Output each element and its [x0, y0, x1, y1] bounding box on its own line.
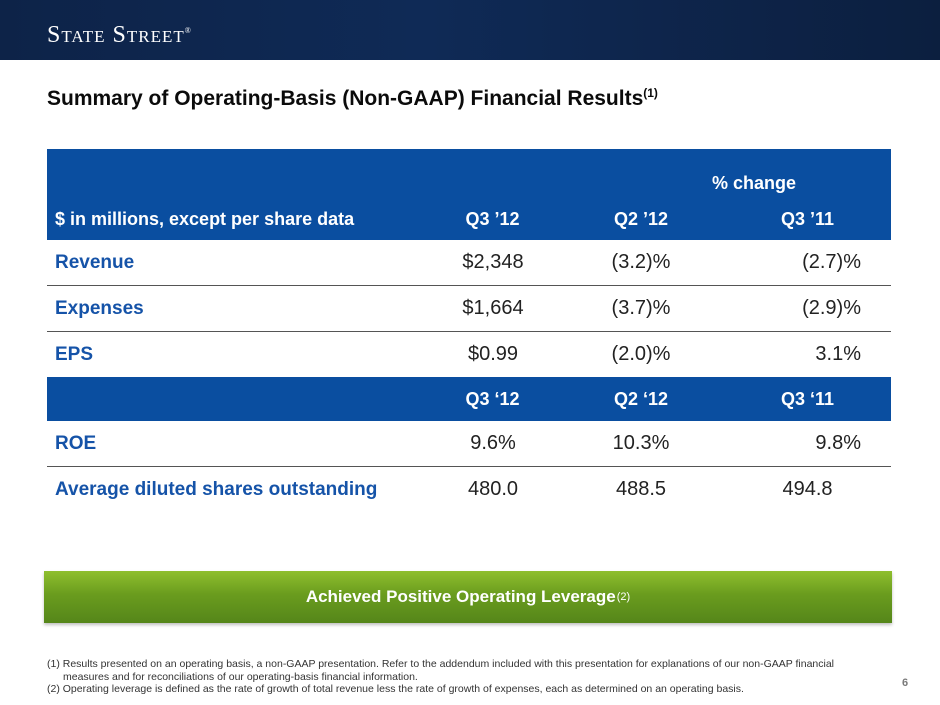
row-label: EPS	[55, 343, 94, 365]
column-header: Q2 ’12	[558, 198, 724, 240]
row-label: Expenses	[47, 285, 427, 332]
table-cell: 3.1%	[815, 343, 861, 365]
table-header-row-columns: $ in millions, except per share data Q3 …	[47, 198, 891, 240]
table-cell: 10.3%	[558, 421, 724, 467]
table-row-diluted-shares: Average diluted shares outstanding 480.0…	[47, 467, 891, 513]
header-bar: State Street®	[0, 0, 940, 60]
logo-text: State Street	[47, 22, 185, 48]
footnote-2: (2) Operating leverage is defined as the…	[47, 683, 744, 695]
row-label: Average diluted shares outstanding	[55, 478, 378, 500]
table-cell: 494.8	[782, 478, 833, 500]
table-header-row-quarters: Q3 ‘12 Q2 ‘12 Q3 ‘11	[47, 377, 891, 421]
table-cell: $0.99	[467, 343, 519, 365]
column-header: Q3 ’11	[724, 198, 891, 240]
table-cell: 488.5	[615, 478, 667, 500]
page-title: Summary of Operating-Basis (Non-GAAP) Fi…	[47, 86, 658, 111]
table-cell: 9.6%	[427, 421, 558, 467]
footnotes: (1) Results presented on an operating ba…	[47, 658, 867, 696]
table-cell: $1,664	[427, 285, 558, 332]
pct-change-header: % change	[558, 149, 891, 198]
table-row-revenue: Revenue $2,348 (3.2)% (2.7)%	[47, 240, 891, 286]
row-label: ROE	[47, 421, 427, 467]
header-empty-cell	[427, 149, 558, 198]
logo-trademark: ®	[184, 26, 192, 35]
column-header: Q3 ‘11	[724, 377, 891, 421]
financial-results-table: % change $ in millions, except per share…	[47, 149, 891, 512]
column-header: Q3 ’12	[427, 198, 558, 240]
page-title-footnote-ref: (1)	[643, 86, 658, 100]
table-header-row-pct: % change	[47, 149, 891, 198]
page-title-text: Summary of Operating-Basis (Non-GAAP) Fi…	[47, 87, 644, 110]
callout-footnote-ref: (2)	[616, 591, 631, 603]
table-row-expenses: Expenses $1,664 (3.7)% (2.9)%	[47, 285, 891, 332]
operating-leverage-callout: Achieved Positive Operating Leverage (2)	[44, 571, 892, 623]
units-label: $ in millions, except per share data	[47, 198, 427, 240]
header-empty-cell	[47, 377, 427, 421]
callout-text: Achieved Positive Operating Leverage	[305, 587, 616, 606]
table-cell: (3.7)%	[558, 285, 724, 332]
column-header: Q2 ‘12	[558, 377, 724, 421]
table-cell: (2.0)%	[611, 343, 671, 365]
table-cell: 9.8%	[724, 421, 891, 467]
footnote-1: (1) Results presented on an operating ba…	[47, 658, 835, 670]
header-empty-cell	[47, 149, 427, 198]
table-cell: (2.7)%	[724, 240, 891, 286]
column-header: Q3 ‘12	[427, 377, 558, 421]
row-label: Revenue	[47, 240, 427, 286]
table-cell: $2,348	[427, 240, 558, 286]
table-cell: (3.2)%	[558, 240, 724, 286]
footnote-1-continued: measures and for reconciliations of our …	[63, 670, 418, 683]
table-row-eps: EPS $0.99 (2.0)% 3.1%	[47, 332, 891, 378]
table-cell: 480.0	[467, 478, 519, 500]
state-street-logo: State Street®	[47, 22, 192, 49]
table-row-roe: ROE 9.6% 10.3% 9.8%	[47, 421, 891, 467]
table-cell: (2.9)%	[724, 285, 891, 332]
page-number: 6	[902, 677, 909, 689]
